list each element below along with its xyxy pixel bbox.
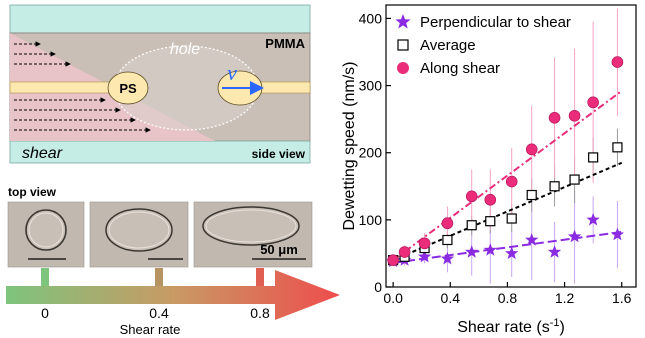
- ps-film-left: [9, 81, 123, 94]
- data-point-star: [525, 233, 539, 246]
- legend-label: Perpendicular to shear: [420, 14, 571, 31]
- data-point-circle: [441, 217, 454, 230]
- micrograph-1: [89, 201, 189, 268]
- shear-rate-gradient-arrow: 0 0.4 0.8 Shear rate: [6, 268, 340, 337]
- fit-lines: [392, 90, 623, 264]
- shear-arrows: [14, 41, 151, 133]
- micrograph-2: 50 μm: [193, 201, 313, 268]
- side-view-label: side view: [252, 147, 306, 161]
- top-view-label: top view: [8, 185, 57, 199]
- legend-label: Along shear: [420, 60, 500, 77]
- data-point-circle: [484, 193, 497, 206]
- x-tick-label: 0.4: [441, 290, 461, 306]
- x-axis-label-end: ): [559, 319, 564, 336]
- data-point-circle: [398, 246, 411, 258]
- data-point-square: [526, 189, 537, 201]
- y-tick-label: 100: [359, 212, 383, 228]
- x-axis-label: Shear rate (s-1): [457, 317, 565, 336]
- y-tick-label: 300: [359, 78, 383, 94]
- data-point-circle: [505, 175, 518, 188]
- data-point-star: [440, 251, 455, 265]
- x-axis-label-sup: -1: [550, 317, 560, 329]
- pmma-label: PMMA: [265, 36, 305, 51]
- velocity-label: v: [227, 60, 237, 85]
- fit-line-circle: [392, 90, 623, 261]
- top-view-micrographs: 50 μm: [7, 201, 313, 268]
- data-point-square: [485, 216, 496, 227]
- data-point-square: [549, 181, 560, 192]
- legend-marker-circle: [397, 62, 409, 74]
- side-view-schematic: PMMA hole PS v shear side view: [9, 4, 311, 164]
- y-tick-label: 200: [359, 145, 383, 161]
- data-point-star: [505, 246, 519, 260]
- data-point-star: [610, 227, 625, 241]
- ps-rim-left: [107, 71, 149, 105]
- shear-tick-0: 0: [41, 305, 49, 321]
- pmma-top-layer: [9, 4, 311, 34]
- x-tick-label: 1.6: [612, 290, 632, 306]
- y-tick-label: 0: [374, 279, 382, 295]
- data-point-square: [466, 220, 477, 231]
- data-point-star: [567, 229, 582, 243]
- data-point-star: [483, 243, 497, 256]
- data-point-circle: [611, 56, 624, 68]
- data-point-star: [586, 212, 600, 226]
- shear-tick-2: 0.8: [250, 305, 270, 321]
- data-point-circle: [587, 96, 599, 109]
- dewetting-speed-chart: 0.0 0.4 0.8 1.2 1.6 0 100 200 300 400 Perpendicul…: [341, 4, 637, 336]
- x-axis-label-main: Shear rate (s: [457, 319, 549, 336]
- ps-label: PS: [119, 81, 137, 96]
- data-point-square: [588, 152, 599, 163]
- legend: Perpendicular to shear Average Along shear: [395, 14, 571, 77]
- y-axis-label: Dewetting speed (nm/s): [341, 62, 358, 231]
- legend-marker-square: [397, 39, 409, 51]
- legend-marker-star: [395, 14, 411, 29]
- data-point-circle: [568, 109, 581, 122]
- data-markers: [386, 56, 625, 268]
- data-point-circle: [465, 190, 478, 203]
- data-point-star: [465, 245, 479, 258]
- data-point-square: [569, 174, 580, 185]
- legend-label: Average: [420, 37, 476, 54]
- x-tick-label: 0.8: [498, 290, 518, 306]
- hole-label: hole: [170, 41, 200, 58]
- micrograph-0: [7, 201, 85, 268]
- scale-bar-label: 50 μm: [260, 242, 298, 257]
- plot-frame: [385, 4, 637, 288]
- axis-ticks: 0.0 0.4 0.8 1.2 1.6 0 100 200 300 400: [359, 10, 632, 306]
- shear-rate-label: Shear rate: [120, 322, 181, 337]
- data-point-star: [417, 249, 432, 263]
- data-point-square: [506, 213, 517, 224]
- y-tick-label: 400: [359, 10, 383, 26]
- data-point-circle: [418, 237, 431, 250]
- data-point-circle: [387, 254, 399, 266]
- data-point-square: [612, 142, 623, 153]
- shear-tick-1: 0.4: [149, 305, 169, 321]
- shear-label: shear: [22, 145, 63, 162]
- x-tick-label: 1.2: [555, 290, 575, 306]
- x-tick-label: 0.0: [383, 290, 403, 306]
- data-point-circle: [525, 143, 538, 156]
- data-point-square: [442, 234, 453, 246]
- data-point-star: [547, 245, 562, 258]
- data-point-circle: [548, 112, 561, 124]
